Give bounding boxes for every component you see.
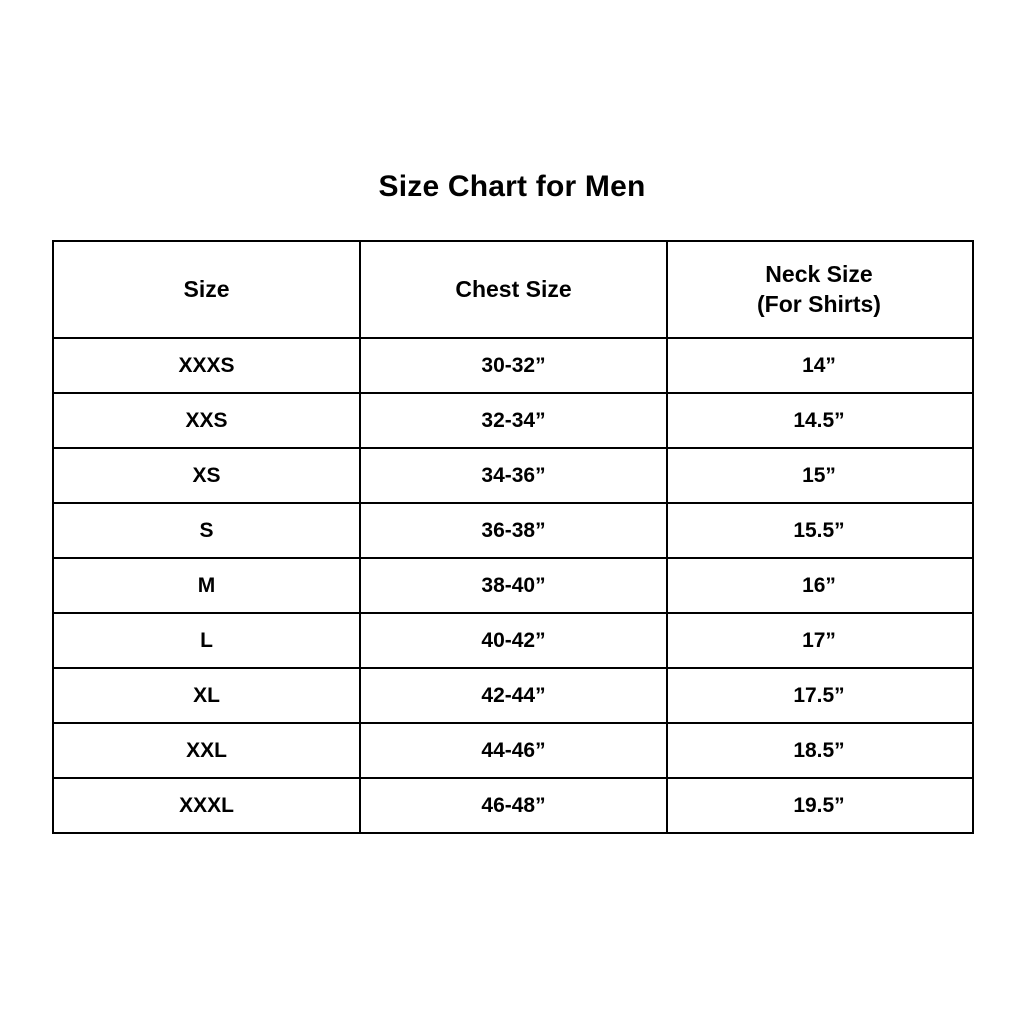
table-row: XXXS 30-32” 14” <box>52 337 974 394</box>
cell-size: XXS <box>52 392 361 449</box>
cell-neck: 17” <box>666 612 974 669</box>
cell-neck: 17.5” <box>666 667 974 724</box>
table-row: L 40-42” 17” <box>52 612 974 669</box>
cell-size: L <box>52 612 361 669</box>
cell-chest: 34-36” <box>359 447 668 504</box>
cell-chest: 40-42” <box>359 612 668 669</box>
cell-chest: 46-48” <box>359 777 668 834</box>
cell-size: XXXS <box>52 337 361 394</box>
cell-chest: 44-46” <box>359 722 668 779</box>
cell-chest: 32-34” <box>359 392 668 449</box>
page-title: Size Chart for Men <box>378 170 646 203</box>
cell-neck: 18.5” <box>666 722 974 779</box>
cell-chest: 36-38” <box>359 502 668 559</box>
cell-neck: 15” <box>666 447 974 504</box>
table-row: XXS 32-34” 14.5” <box>52 392 974 449</box>
size-table-container: Size Chest Size Neck Size (For Shirts) X… <box>52 240 974 834</box>
cell-size: XXL <box>52 722 361 779</box>
column-header-neck: Neck Size (For Shirts) <box>666 240 974 339</box>
table-header-row: Size Chest Size Neck Size (For Shirts) <box>52 240 974 339</box>
table-body: XXXS 30-32” 14” XXS 32-34” 14.5” XS 34-3… <box>52 337 974 834</box>
cell-chest: 30-32” <box>359 337 668 394</box>
column-header-neck-label: Neck Size <box>765 261 873 288</box>
cell-size: S <box>52 502 361 559</box>
cell-chest: 38-40” <box>359 557 668 614</box>
cell-size: XXXL <box>52 777 361 834</box>
table-row: XXXL 46-48” 19.5” <box>52 777 974 834</box>
table-row: XS 34-36” 15” <box>52 447 974 504</box>
table-row: M 38-40” 16” <box>52 557 974 614</box>
size-chart-table: Size Chest Size Neck Size (For Shirts) X… <box>52 240 974 834</box>
column-header-size: Size <box>52 240 361 339</box>
cell-neck: 16” <box>666 557 974 614</box>
cell-size: XL <box>52 667 361 724</box>
column-header-chest-label: Chest Size <box>455 275 572 302</box>
column-header-neck-sublabel: (For Shirts) <box>757 290 881 317</box>
cell-neck: 14.5” <box>666 392 974 449</box>
table-row: S 36-38” 15.5” <box>52 502 974 559</box>
cell-size: M <box>52 557 361 614</box>
cell-neck: 15.5” <box>666 502 974 559</box>
cell-size: XS <box>52 447 361 504</box>
column-header-size-label: Size <box>183 275 230 302</box>
cell-neck: 14” <box>666 337 974 394</box>
cell-neck: 19.5” <box>666 777 974 834</box>
column-header-chest: Chest Size <box>359 240 668 339</box>
table-header: Size Chest Size Neck Size (For Shirts) <box>52 240 974 339</box>
cell-chest: 42-44” <box>359 667 668 724</box>
table-row: XXL 44-46” 18.5” <box>52 722 974 779</box>
table-row: XL 42-44” 17.5” <box>52 667 974 724</box>
